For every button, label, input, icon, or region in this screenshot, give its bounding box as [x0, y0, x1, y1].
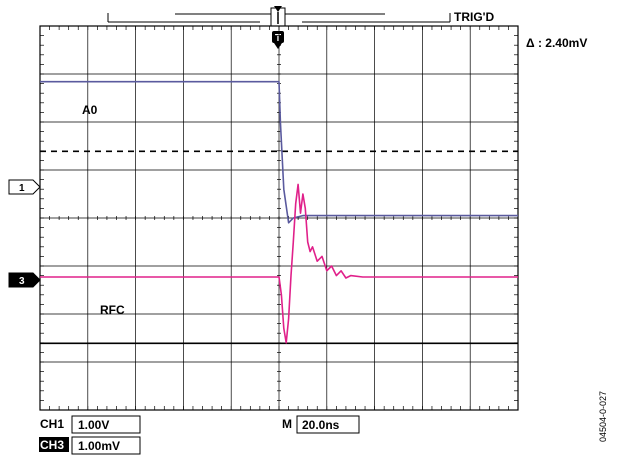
ch1-scale: 1.00V	[78, 418, 109, 432]
ch1-scale-box	[71, 415, 141, 434]
trigger-marker-icon: T	[272, 31, 284, 49]
figure-id: 04504-0-027	[594, 370, 614, 450]
timebase-label: M	[282, 417, 292, 431]
traces	[40, 80, 518, 344]
ch3-marker-number: 3	[19, 276, 25, 287]
timebase-box	[296, 415, 360, 434]
trigger-position-bracket	[107, 6, 451, 27]
timebase-value: 20.0ns	[302, 418, 340, 432]
graticule	[39, 25, 519, 411]
ch3-label-box	[39, 437, 69, 452]
cursor-lines	[40, 150, 518, 345]
figure-id-text: 04504-0-027	[598, 390, 608, 442]
trace-label-a0: A0	[82, 103, 98, 117]
delta-readout: Δ : 2.40mV	[526, 36, 587, 50]
ch3-scale: 1.00mV	[78, 439, 120, 453]
ch1-marker-number: 1	[19, 183, 25, 194]
trigger-status: TRIG'D	[454, 10, 495, 24]
ch1-ground-marker: 1	[8, 179, 41, 195]
trace-a0	[40, 80, 518, 224]
trace-rfc	[40, 183, 518, 344]
trace-label-rfc: RFC	[100, 303, 125, 317]
ch3-scale-box	[71, 436, 141, 455]
ch3-label: CH3	[40, 438, 64, 452]
ch3-ground-marker: 3	[8, 272, 41, 288]
ch1-label: CH1	[40, 417, 64, 431]
trigger-marker-letter: T	[275, 33, 281, 44]
